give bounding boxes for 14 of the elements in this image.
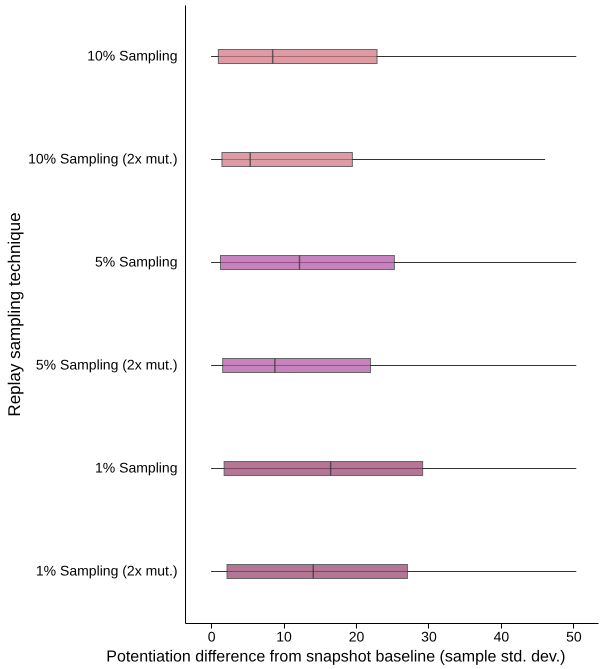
y-tick-label: 10% Sampling (87, 48, 178, 64)
x-axis-title: Potentiation difference from snapshot baseline (sample std. dev.) (106, 648, 566, 666)
x-tick-label: 10 (276, 628, 292, 644)
x-tick-label: 40 (494, 628, 510, 644)
y-tick-label: 1% Sampling (2x mut.) (36, 562, 178, 578)
x-tick-label: 0 (208, 628, 216, 644)
x-tick-label: 50 (566, 628, 582, 644)
y-tick-label: 5% Sampling (2x mut.) (36, 356, 178, 372)
y-axis-title: Replay sampling technique (5, 212, 24, 417)
x-tick-label: 20 (348, 628, 364, 644)
y-tick-label: 5% Sampling (95, 254, 178, 270)
y-tick-label: 1% Sampling (95, 460, 178, 476)
y-tick-label: 10% Sampling (2x mut.) (28, 150, 178, 166)
x-tick-label: 30 (421, 628, 437, 644)
